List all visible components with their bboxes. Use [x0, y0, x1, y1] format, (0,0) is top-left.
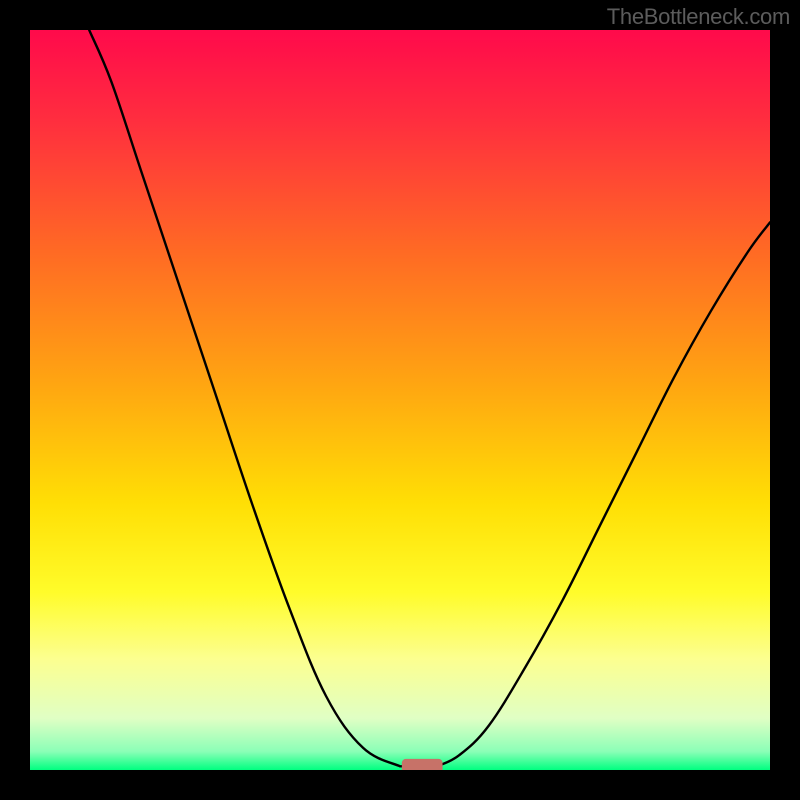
chart-container: TheBottleneck.com	[0, 0, 800, 800]
frame-left	[0, 0, 30, 800]
bottleneck-chart	[0, 0, 800, 800]
frame-bottom	[0, 770, 800, 800]
watermark-label: TheBottleneck.com	[607, 4, 790, 30]
frame-right	[770, 0, 800, 800]
plot-background	[30, 30, 770, 770]
